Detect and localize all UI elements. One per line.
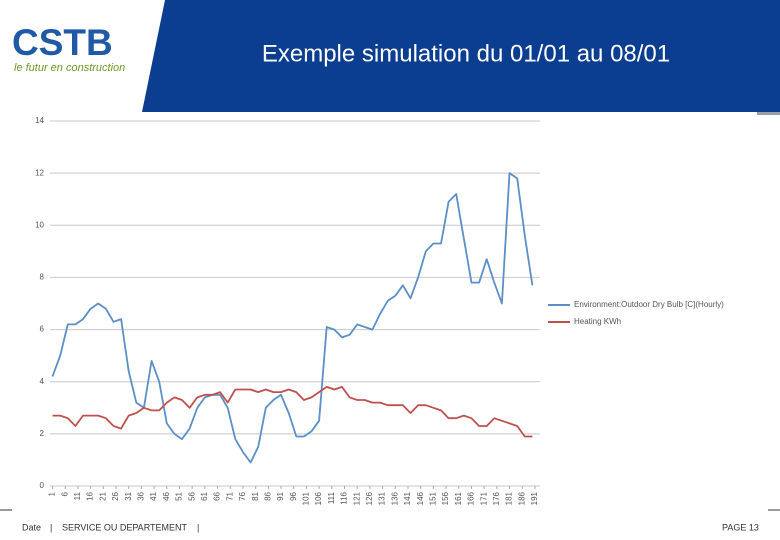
x-tick-label: 186 — [517, 491, 526, 505]
y-tick-label: 6 — [40, 325, 45, 334]
y-tick-label: 4 — [40, 377, 45, 386]
y-tick-label: 14 — [35, 116, 44, 125]
x-tick-label: 6 — [60, 491, 69, 496]
legend-label: Environment:Outdoor Dry Bulb [C](Hourly) — [574, 300, 724, 309]
x-tick-label: 166 — [467, 491, 476, 505]
x-tick-label: 36 — [137, 491, 146, 500]
x-tick-label: 66 — [213, 491, 222, 500]
x-tick-label: 51 — [175, 491, 184, 500]
x-tick-label: 11 — [73, 491, 82, 500]
x-tick-label: 106 — [314, 491, 323, 505]
y-tick-label: 10 — [35, 220, 44, 229]
slide-title: Exemple simulation du 01/01 au 08/01 — [262, 40, 670, 67]
x-tick-label: 26 — [111, 491, 120, 500]
x-tick-label: 41 — [149, 491, 158, 500]
x-tick-label: 111 — [327, 491, 336, 504]
series-line — [52, 385, 533, 438]
x-tick-label: 61 — [200, 491, 209, 500]
y-tick-label: 2 — [40, 429, 45, 438]
footer-page: PAGE 13 — [722, 522, 759, 532]
x-tick-label: 146 — [416, 491, 425, 505]
x-tick-label: 141 — [403, 491, 412, 505]
x-tick-label: 171 — [479, 491, 488, 505]
x-tick-label: 101 — [302, 491, 311, 505]
logo: CSTB — [12, 22, 113, 63]
x-tick-label: 81 — [251, 491, 260, 500]
series-line — [51, 172, 534, 464]
x-tick-label: 56 — [187, 491, 196, 500]
x-tick-label: 181 — [505, 491, 514, 505]
y-tick-label: 0 — [40, 481, 45, 490]
x-tick-label: 191 — [530, 491, 539, 505]
x-tick-label: 21 — [98, 491, 107, 500]
footer-separator: | — [50, 522, 52, 532]
x-tick-label: 76 — [238, 491, 247, 500]
x-tick-label: 91 — [276, 491, 285, 500]
x-tick-label: 46 — [162, 491, 171, 500]
x-tick-label: 121 — [352, 491, 361, 505]
y-tick-label: 8 — [40, 273, 45, 282]
x-tick-label: 71 — [225, 491, 234, 500]
footer-separator: | — [197, 522, 199, 532]
footer-date: Date — [22, 522, 41, 532]
x-tick-label: 16 — [86, 491, 95, 500]
tagline: le futur en construction — [14, 62, 125, 74]
x-tick-label: 31 — [124, 491, 133, 500]
y-tick-label: 12 — [35, 168, 44, 177]
legend-label: Heating KWh — [574, 317, 621, 326]
footer-department: SERVICE OU DEPARTEMENT — [62, 522, 188, 532]
x-tick-label: 161 — [454, 491, 463, 505]
x-tick-label: 136 — [390, 491, 399, 505]
x-tick-label: 131 — [378, 491, 387, 505]
x-tick-label: 176 — [492, 491, 501, 505]
header-shadow — [757, 112, 780, 115]
x-tick-label: 1 — [48, 491, 57, 496]
x-tick-label: 86 — [263, 491, 272, 500]
x-tick-label: 126 — [365, 491, 374, 505]
x-tick-label: 156 — [441, 491, 450, 505]
header-band — [142, 0, 780, 112]
x-tick-label: 96 — [289, 491, 298, 500]
x-tick-label: 151 — [428, 491, 437, 505]
x-tick-label: 116 — [340, 491, 349, 504]
